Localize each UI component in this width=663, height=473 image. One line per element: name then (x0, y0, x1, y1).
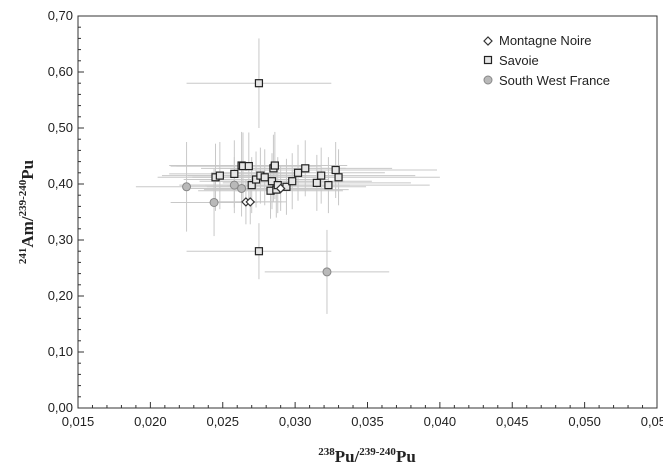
data-point-montagne-noire (275, 183, 286, 194)
data-point-savoie (324, 181, 333, 190)
data-point-savoie (301, 164, 310, 173)
legend-label-montagne-noire: Montagne Noire (499, 33, 592, 48)
data-point-savoie (334, 173, 343, 182)
data-point-savoie (331, 165, 340, 175)
y-axis-title: 241Am/239-240Pu (17, 160, 37, 264)
legend-square-icon (483, 55, 493, 65)
y-tick-label: 0,70 (48, 8, 73, 23)
data-point-south-west-france (229, 180, 239, 190)
legend-circle-icon (483, 75, 493, 85)
y-axis-title-base-2: Pu (18, 160, 37, 180)
x-axis: 0,015 0,020 0,025 0,030 0,035 0,040 0,045 0,050… (62, 402, 663, 429)
x-tick-label: 0,040 (424, 414, 457, 429)
data-point-savoie (270, 161, 279, 170)
x-axis-title-sup-1: 238 (318, 446, 335, 458)
x-axis-title-base-1: Pu/ (335, 447, 360, 466)
data-point-south-west-france (237, 183, 247, 193)
x-axis-title-sup-2: 239-240 (359, 446, 396, 458)
x-tick-label: 0,055 (641, 414, 663, 429)
y-tick-label: 0,40 (48, 176, 73, 191)
data-point-savoie (312, 178, 321, 187)
y-tick-label: 0,20 (48, 288, 73, 303)
data-point-south-west-france (209, 197, 219, 207)
data-point-savoie (254, 79, 264, 88)
x-tick-label: 0,015 (62, 414, 95, 429)
y-axis-title-sup-1: 241 (17, 248, 29, 265)
y-tick-label: 0,30 (48, 232, 73, 247)
data-point-south-west-france (182, 182, 192, 192)
data-point-south-west-france (322, 267, 332, 277)
data-point-savoie (293, 168, 303, 177)
legend: Montagne Noire Savoie South West France (483, 33, 610, 88)
marker-layer (182, 79, 343, 277)
data-point-savoie (260, 173, 269, 182)
data-point-savoie (247, 181, 256, 190)
y-axis: 0,00 0,10 0,20 0,30 0,40 0,50 0,60 0,70 (48, 8, 84, 415)
legend-diamond-icon (483, 36, 493, 46)
data-point-savoie (288, 177, 297, 186)
data-point-savoie (215, 171, 224, 180)
y-tick-label: 0,00 (48, 400, 73, 415)
y-axis-title-sup-2: 239-240 (17, 179, 29, 216)
y-tick-label: 0,60 (48, 64, 73, 79)
legend-label-south-west-france: South West France (499, 73, 610, 88)
x-tick-label: 0,035 (351, 414, 384, 429)
legend-label-savoie: Savoie (499, 53, 539, 68)
x-tick-label: 0,030 (279, 414, 312, 429)
data-point-savoie (230, 169, 239, 179)
data-point-savoie (317, 171, 326, 180)
y-tick-label: 0,10 (48, 344, 73, 359)
x-tick-label: 0,020 (134, 414, 167, 429)
data-point-montagne-noire (245, 197, 256, 207)
y-tick-label: 0,50 (48, 120, 73, 135)
data-point-savoie (254, 247, 264, 256)
x-tick-label: 0,050 (568, 414, 601, 429)
data-point-savoie (244, 161, 253, 171)
x-axis-title-base-2: Pu (396, 447, 416, 466)
x-tick-label: 0,045 (496, 414, 529, 429)
x-tick-label: 0,025 (206, 414, 239, 429)
y-axis-title-base-1: Am/ (18, 216, 37, 247)
error-bar-layer (135, 38, 440, 314)
x-axis-title: 238Pu/239-240Pu (318, 446, 416, 466)
